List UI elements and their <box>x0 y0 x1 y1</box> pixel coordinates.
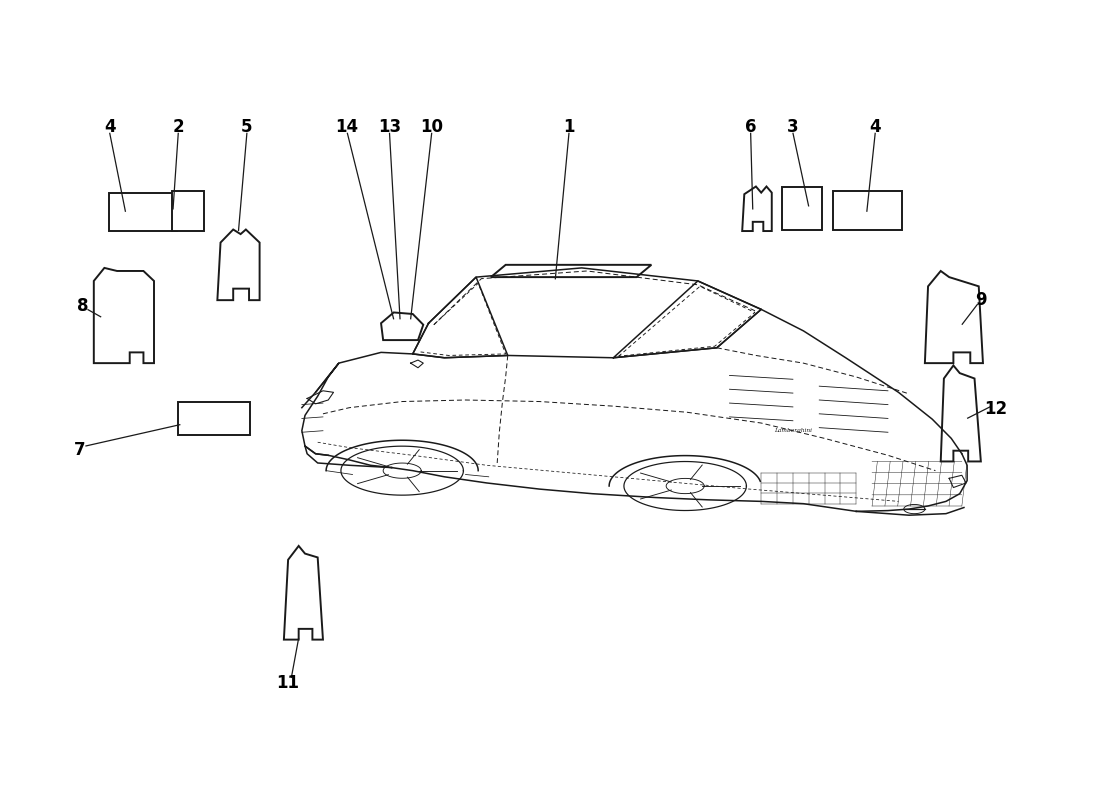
Text: 8: 8 <box>77 298 89 315</box>
Bar <box>178 402 250 434</box>
Text: 5: 5 <box>241 118 253 136</box>
Bar <box>782 187 823 230</box>
Text: 2: 2 <box>173 118 184 136</box>
Text: 12: 12 <box>984 400 1008 418</box>
Bar <box>109 193 177 231</box>
Text: 11: 11 <box>276 674 299 692</box>
Text: 1: 1 <box>563 118 575 136</box>
Text: 9: 9 <box>975 291 987 309</box>
Text: Lamborghini: Lamborghini <box>774 428 812 434</box>
Polygon shape <box>742 186 772 231</box>
Bar <box>833 191 902 230</box>
Polygon shape <box>491 265 651 277</box>
Polygon shape <box>284 546 323 640</box>
Polygon shape <box>218 230 260 300</box>
Text: 3: 3 <box>788 118 799 136</box>
Bar <box>172 191 204 231</box>
Text: 6: 6 <box>745 118 757 136</box>
Text: 10: 10 <box>420 118 443 136</box>
Text: 4: 4 <box>869 118 881 136</box>
Text: 13: 13 <box>378 118 402 136</box>
Text: 4: 4 <box>103 118 116 136</box>
Polygon shape <box>381 313 424 340</box>
Text: 7: 7 <box>75 441 86 459</box>
Polygon shape <box>925 271 983 363</box>
Text: 14: 14 <box>336 118 359 136</box>
Polygon shape <box>94 268 154 363</box>
Polygon shape <box>940 366 981 462</box>
